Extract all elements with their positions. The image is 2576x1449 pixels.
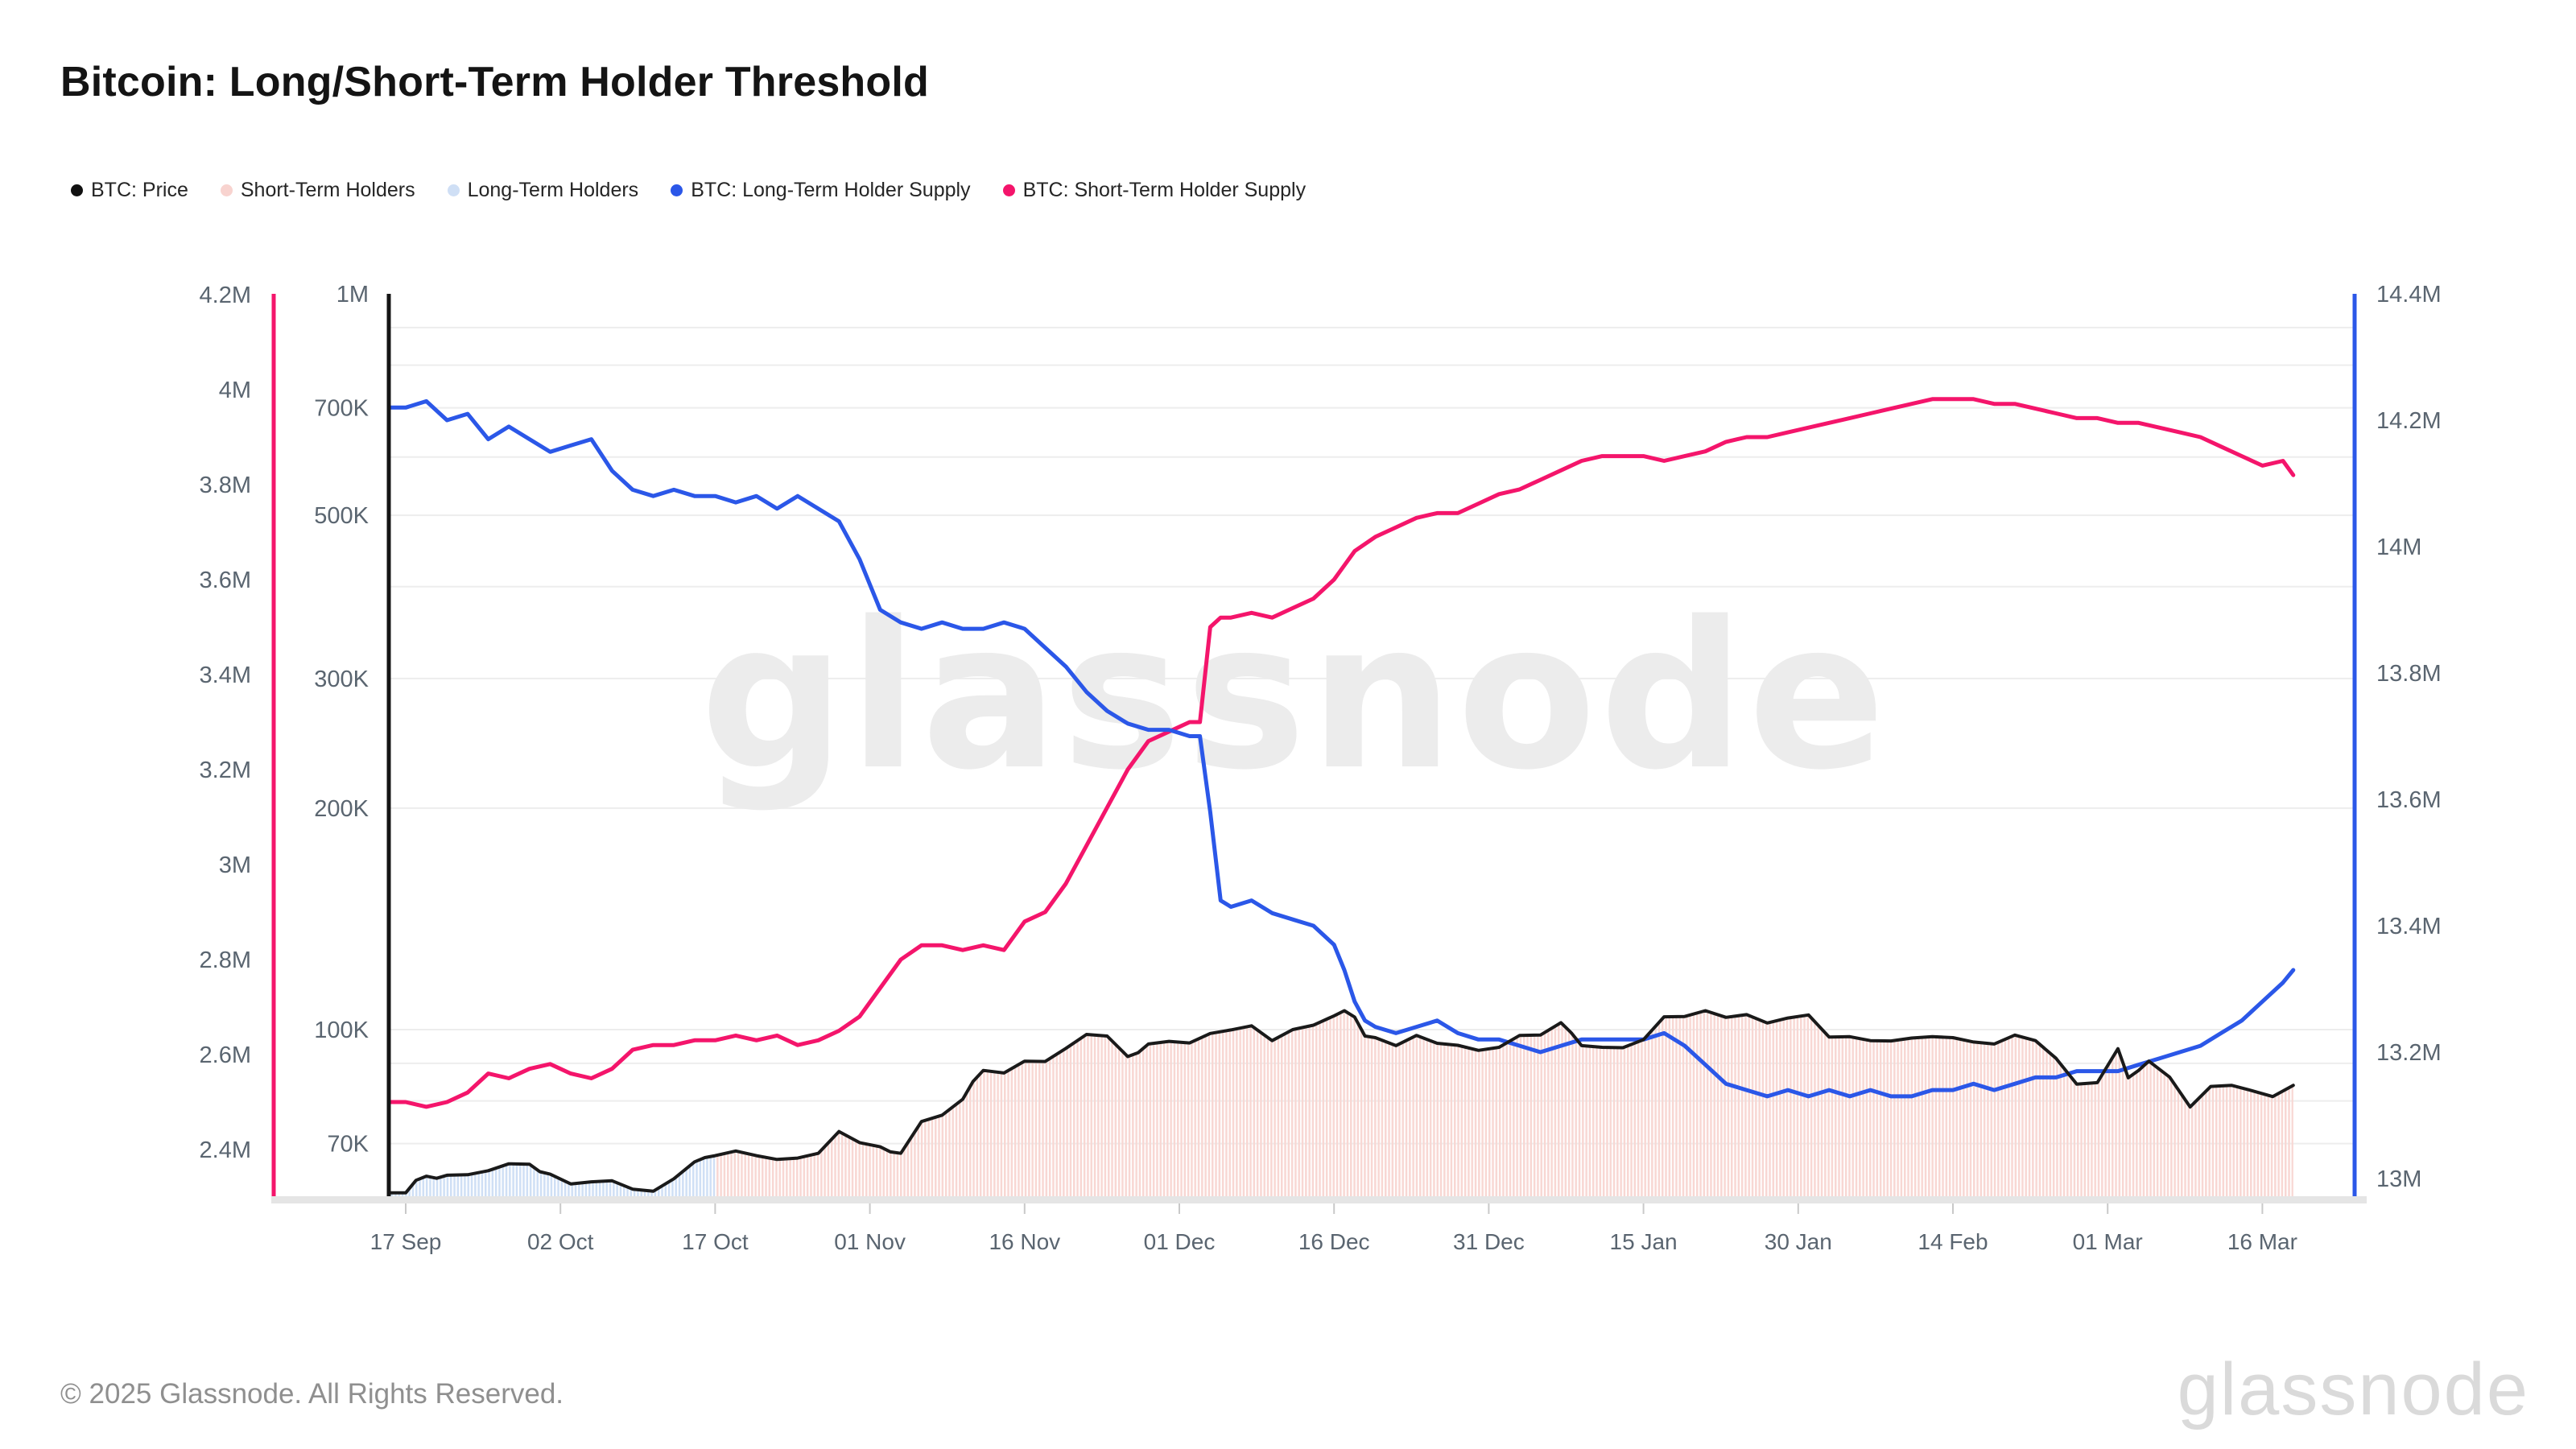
legend-item-label: BTC: Short-Term Holder Supply (1022, 179, 1307, 201)
y-tick-label: 700K (314, 396, 369, 422)
line-btc-short-term-holder-supply (386, 397, 2296, 1109)
x-tick-label: 14 Feb (1918, 1229, 1988, 1254)
x-tick-label: 30 Jan (1765, 1229, 1832, 1254)
legend-item-1[interactable]: Short-Term Holders (220, 179, 415, 202)
y-tick-label: 3.4M (200, 663, 251, 688)
x-axis-band (271, 1196, 2367, 1203)
x-tick-label: 01 Nov (834, 1229, 906, 1254)
y-tick-label: 200K (314, 796, 369, 822)
legend-dot-icon (220, 184, 233, 196)
y-tick-label: 70K (327, 1132, 369, 1158)
legend-item-label: Short-Term Holders (240, 179, 415, 201)
glassnode-logo: glassnode (2177, 1348, 2529, 1430)
axis-lines (271, 294, 2357, 1199)
y-tick-label: 3.8M (200, 473, 251, 498)
y-tick-label: 2.6M (200, 1042, 251, 1068)
holder-fills (389, 1010, 2293, 1199)
fill-short-term-holders (715, 1010, 2293, 1199)
x-tick-label: 15 Jan (1610, 1229, 1678, 1254)
x-tick-label: 31 Dec (1453, 1229, 1525, 1254)
x-tick-label: 16 Mar (2227, 1229, 2297, 1254)
x-tick-label: 01 Dec (1144, 1229, 1216, 1254)
x-tick-label: 02 Oct (527, 1229, 594, 1254)
y-tick-label: 13.4M (2376, 914, 2442, 939)
legend-item-2[interactable]: Long-Term Holders (447, 179, 639, 202)
y-tick-label: 300K (314, 667, 369, 692)
legend: BTC: Price Short-Term Holders Long-Term Ho… (71, 179, 1306, 202)
y-tick-label: 2.8M (200, 947, 251, 973)
line-btc-long-term-holder-supply (386, 398, 2296, 1099)
y-tick-label: 3M (219, 852, 251, 878)
y-tick-label: 2.4M (200, 1137, 251, 1163)
x-tick-label: 16 Nov (989, 1229, 1060, 1254)
y-tick-label: 13.8M (2376, 661, 2442, 687)
legend-item-label: BTC: Price (91, 179, 188, 201)
y-tick-label: 14.2M (2376, 408, 2442, 434)
fill-long-term-holders (389, 1155, 716, 1199)
legend-dot-icon (447, 184, 460, 196)
y-tick-label: 4M (219, 378, 251, 403)
y-tick-label: 1M (336, 282, 369, 308)
legend-dot-icon (671, 184, 683, 196)
sth-axis-labels: 4.2M 4M 3.8M 3.6M 3.4M 3.2M 3M 2.8M 2.6M 2.4M (200, 283, 251, 1163)
x-tick-label: 17 Sep (370, 1229, 442, 1254)
y-tick-label: 13M (2376, 1166, 2421, 1192)
copyright-text: © 2025 Glassnode. All Rights Reserved. (60, 1378, 564, 1410)
y-tick-label: 3.6M (200, 568, 251, 593)
legend-item-label: BTC: Long-Term Holder Supply (691, 179, 971, 201)
y-tick-label: 14.4M (2376, 282, 2442, 308)
x-tick-label: 17 Oct (682, 1229, 749, 1254)
y-tick-label: 500K (314, 503, 369, 529)
y-tick-label: 13.6M (2376, 787, 2442, 813)
legend-item-4[interactable]: BTC: Short-Term Holder Supply (1002, 179, 1307, 202)
legend-dot-icon (1002, 184, 1015, 196)
y-tick-label: 100K (314, 1018, 369, 1043)
y-tick-label: 14M (2376, 535, 2421, 560)
lth-axis-labels: 14.4M 14.2M 14M 13.8M 13.6M 13.4M 13.2M 13M (2376, 282, 2442, 1192)
y-tick-label: 3.2M (200, 758, 251, 783)
y-tick-label: 13.2M (2376, 1040, 2442, 1066)
legend-item-0[interactable]: BTC: Price (71, 179, 188, 202)
legend-dot-icon (71, 184, 83, 196)
x-tick-label: 16 Dec (1298, 1229, 1370, 1254)
price-axis-labels: 1M 700K 500K 300K 200K 100K 70K (314, 282, 369, 1158)
legend-item-3[interactable]: BTC: Long-Term Holder Supply (671, 179, 971, 202)
series-lines (386, 397, 2296, 1195)
watermark-text: glassnode (700, 579, 1889, 815)
page-title: Bitcoin: Long/Short-Term Holder Threshol… (60, 59, 929, 105)
x-axis-ticks: 17 Sep 02 Oct 17 Oct 01 Nov 16 Nov 01 Dec 16 D… (370, 1203, 2297, 1254)
line-btc-price (387, 1009, 2295, 1195)
x-tick-label: 01 Mar (2073, 1229, 2143, 1254)
y-tick-label: 4.2M (200, 283, 251, 308)
legend-item-label: Long-Term Holders (467, 179, 639, 201)
